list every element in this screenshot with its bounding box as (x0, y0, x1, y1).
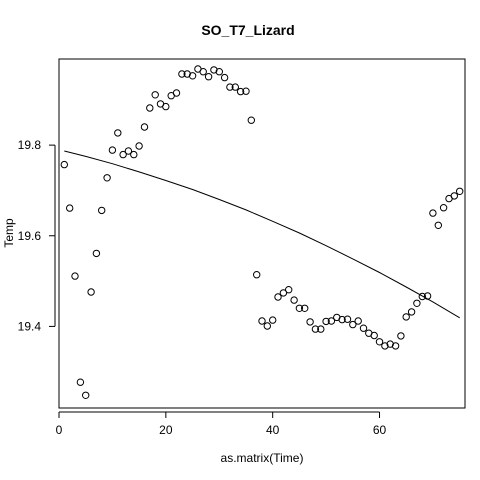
data-point (434, 221, 442, 230)
data-point (290, 296, 298, 304)
data-point (359, 324, 368, 332)
data-point (103, 174, 111, 182)
y-axis-label: Temp (2, 218, 16, 248)
data-point (413, 299, 421, 307)
data-point (386, 340, 394, 348)
data-points (60, 65, 464, 399)
data-point (322, 317, 330, 326)
data-point (199, 68, 207, 76)
data-point (146, 104, 154, 112)
x-axis-label: as.matrix(Time) (221, 451, 304, 465)
data-point (135, 142, 143, 150)
data-point (402, 313, 410, 321)
data-point (242, 87, 250, 95)
x-tick-label: 60 (373, 423, 387, 437)
data-point (391, 342, 400, 350)
data-point (71, 272, 79, 280)
data-point (231, 83, 240, 91)
data-point (343, 315, 352, 323)
x-tick-label: 0 (56, 423, 63, 437)
data-point (188, 72, 197, 80)
data-point (66, 204, 74, 212)
data-point (204, 73, 213, 81)
data-point (407, 308, 416, 316)
data-point (418, 292, 426, 301)
data-point (215, 68, 224, 76)
y-axis: 19.4 19.6 19.8 (18, 138, 56, 333)
data-point (236, 87, 245, 96)
data-point (98, 206, 106, 215)
data-point (439, 204, 448, 212)
data-point (178, 70, 186, 78)
x-tick-label: 20 (159, 423, 173, 437)
data-point (124, 147, 133, 155)
data-point (119, 150, 127, 159)
x-tick-label: 40 (266, 423, 280, 437)
data-point (263, 322, 271, 330)
data-point (429, 209, 437, 217)
data-point (60, 160, 69, 169)
y-tick-label: 19.6 (18, 229, 42, 243)
data-point (274, 293, 282, 301)
y-tick-label: 19.4 (18, 319, 42, 333)
data-point (375, 338, 384, 346)
data-point (327, 317, 336, 325)
data-point (210, 66, 218, 74)
data-point (301, 304, 309, 312)
data-point (130, 150, 138, 159)
data-point (87, 288, 95, 296)
data-point (114, 129, 122, 137)
data-point (423, 292, 432, 300)
data-point (381, 342, 389, 350)
data-point (92, 249, 101, 258)
data-point (349, 320, 357, 329)
data-point (226, 83, 234, 91)
data-point (172, 89, 181, 97)
y-tick-label: 19.8 (18, 138, 42, 152)
data-point (220, 73, 229, 82)
data-point (370, 331, 378, 340)
data-point (258, 317, 266, 325)
data-point (306, 318, 314, 326)
data-point (183, 70, 191, 78)
data-point (338, 315, 346, 324)
data-point (456, 187, 464, 196)
data-point (317, 325, 325, 333)
data-point (162, 102, 170, 111)
data-point (295, 304, 304, 312)
data-point (279, 289, 288, 297)
data-point (285, 286, 293, 294)
data-point (82, 391, 90, 399)
data-point (397, 332, 405, 340)
data-point (450, 192, 458, 200)
data-point (108, 146, 117, 154)
data-point (76, 378, 85, 386)
data-point (247, 116, 256, 124)
data-point (140, 123, 149, 131)
chart-title: SO_T7_Lizard (201, 22, 294, 38)
data-point (151, 91, 159, 99)
fitted-line (64, 150, 460, 319)
x-axis: 0 20 40 60 (56, 411, 387, 437)
data-point (311, 325, 320, 333)
plot-frame (58, 58, 466, 409)
data-point (253, 271, 261, 279)
data-point (269, 316, 277, 324)
data-point (354, 317, 362, 325)
